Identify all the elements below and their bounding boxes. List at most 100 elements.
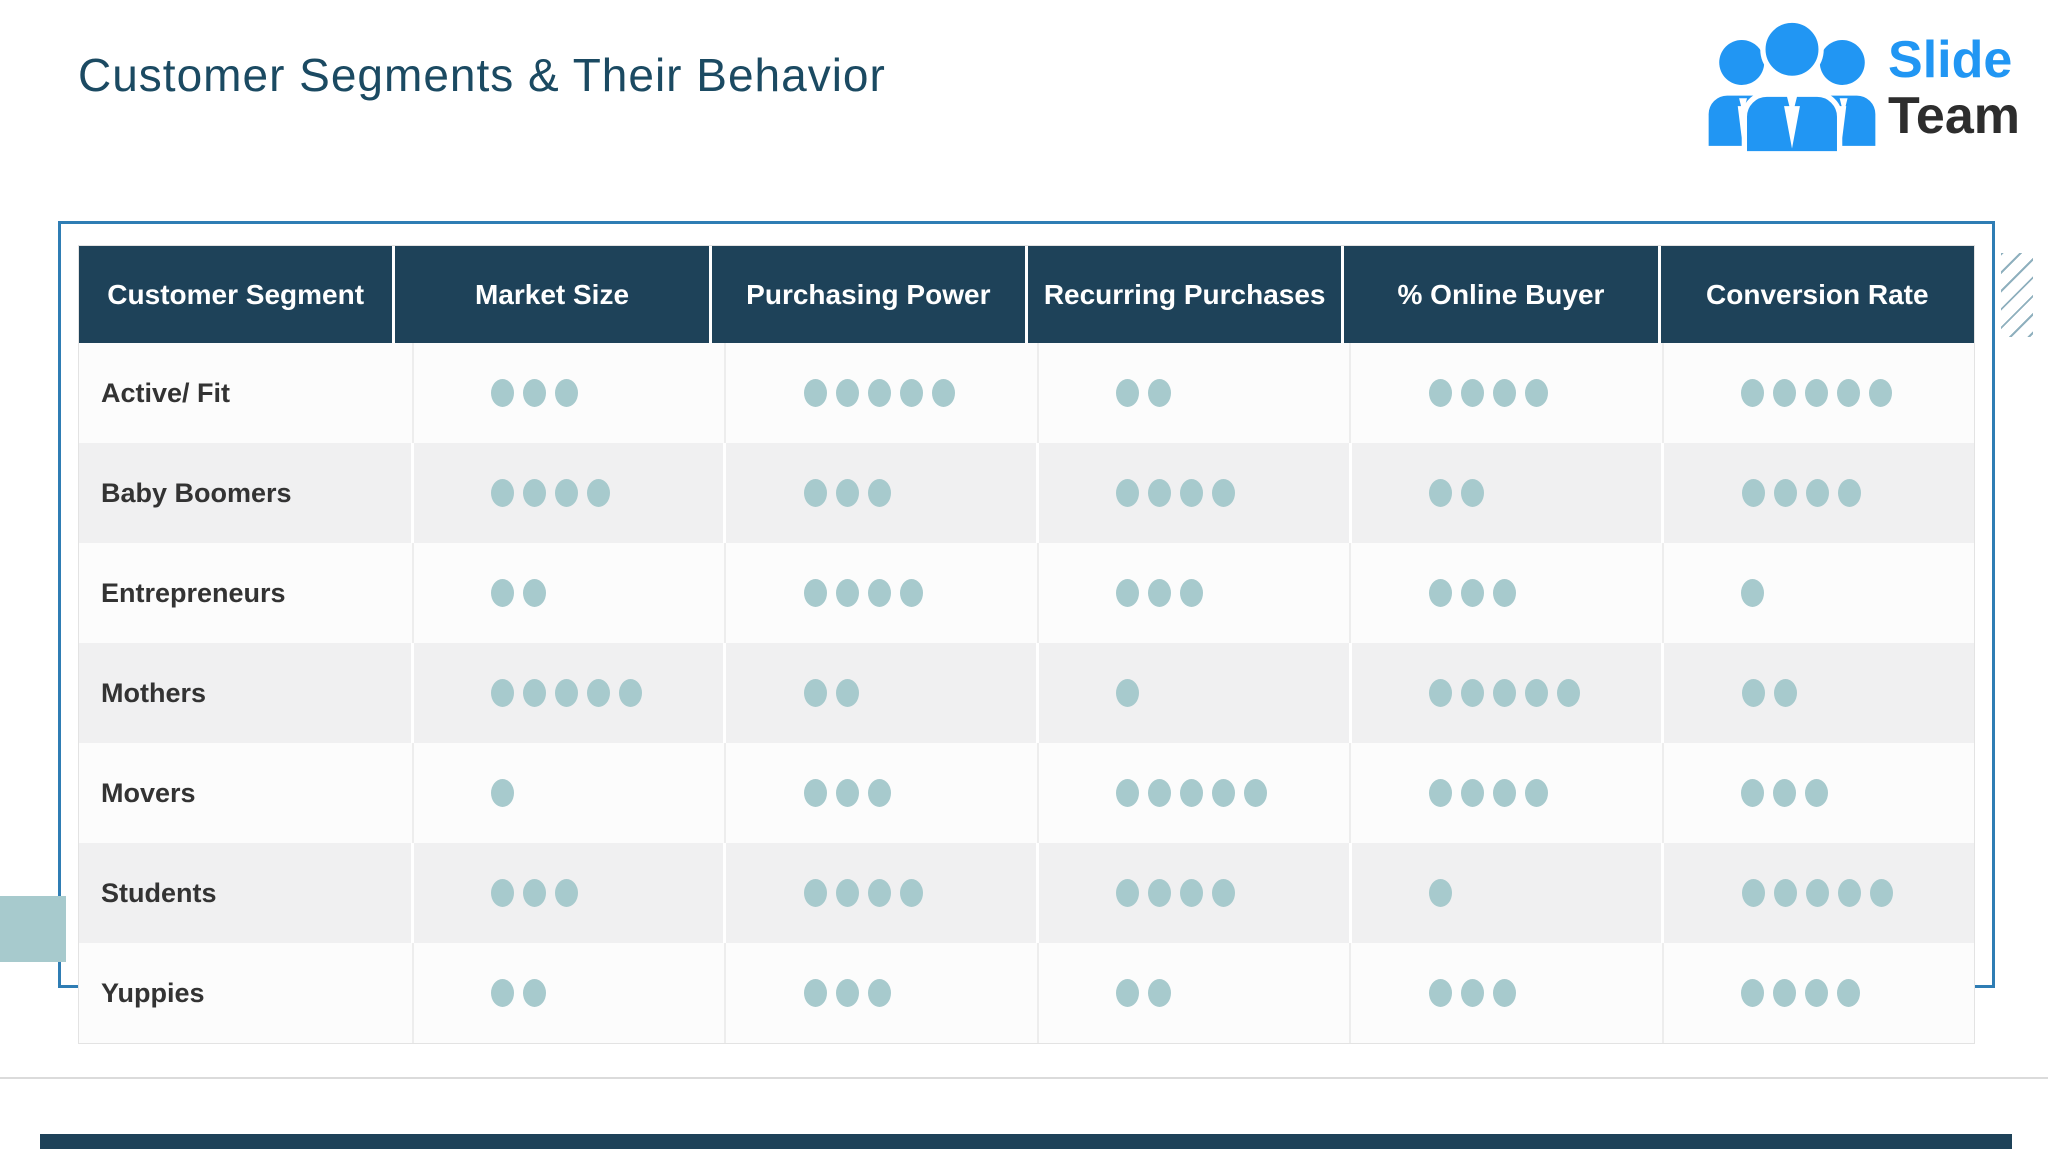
rating-dot <box>1429 679 1453 707</box>
rating-dot <box>1116 779 1140 807</box>
rating-dot <box>523 879 546 907</box>
hatch-decoration <box>2001 253 2033 337</box>
table-header-row: Customer Segment Market Size Purchasing … <box>79 246 1974 343</box>
table-row: Entrepreneurs <box>79 543 1974 643</box>
rating-cell <box>1039 343 1351 443</box>
rating-dot <box>1773 979 1797 1007</box>
col-header-online-buyer: % Online Buyer <box>1344 246 1661 343</box>
col-header-conversion-rate: Conversion Rate <box>1706 278 1929 310</box>
rating-dot <box>619 679 642 707</box>
rating-cell <box>1039 443 1352 543</box>
rating-dot <box>1741 379 1765 407</box>
rating-dot <box>1116 879 1140 907</box>
rating-cell <box>1664 943 1975 1043</box>
rating-dot <box>1869 879 1893 907</box>
rating-dot <box>1773 879 1797 907</box>
rating-dot <box>835 579 859 607</box>
rating-dot <box>1525 679 1549 707</box>
segments-table: Customer Segment Market Size Purchasing … <box>78 245 1975 1044</box>
rating-cell <box>1352 443 1665 543</box>
rating-cell <box>1664 543 1975 643</box>
logo-word-slide: Slide <box>1888 30 2013 89</box>
rating-cell <box>414 743 726 843</box>
rating-dot <box>931 379 955 407</box>
rating-dot <box>803 379 827 407</box>
rating-cell <box>414 343 726 443</box>
rating-dot <box>1116 679 1140 707</box>
table-row: Mothers <box>79 643 1974 743</box>
rating-dot <box>491 479 514 507</box>
rating-dot <box>587 679 610 707</box>
rating-dot <box>835 779 859 807</box>
rating-dot <box>523 379 547 407</box>
rating-dot <box>835 879 859 907</box>
rating-dot <box>867 379 891 407</box>
rating-cell <box>1039 843 1352 943</box>
rating-dot <box>1773 479 1797 507</box>
rating-dot <box>1805 879 1829 907</box>
rating-dot <box>1460 379 1484 407</box>
rating-dot <box>491 979 515 1007</box>
rating-dot <box>491 679 514 707</box>
rating-cell <box>1039 943 1351 1043</box>
rating-dot <box>1741 779 1765 807</box>
table-row: Baby Boomers <box>79 443 1974 543</box>
rating-dot <box>587 479 610 507</box>
rating-cell <box>1351 943 1664 1043</box>
rating-dot <box>1805 979 1829 1007</box>
rating-dot <box>491 379 515 407</box>
rating-dot <box>1460 779 1484 807</box>
rating-dot <box>1461 479 1485 507</box>
rating-dot <box>1148 779 1172 807</box>
rating-cell <box>726 343 1039 443</box>
rating-dot <box>1212 479 1236 507</box>
rating-dot <box>1773 679 1797 707</box>
segment-label: Yuppies <box>79 943 414 1043</box>
rating-dot <box>1837 479 1861 507</box>
rating-dot <box>491 779 515 807</box>
rating-dot <box>899 579 923 607</box>
rating-cell <box>414 943 726 1043</box>
rating-dot <box>1428 779 1452 807</box>
rating-dot <box>1773 779 1797 807</box>
page-title: Customer Segments & Their Behavior <box>78 49 886 101</box>
table-row: Active/ Fit <box>79 343 1974 443</box>
rating-dot <box>1805 379 1829 407</box>
rating-dot <box>1212 779 1236 807</box>
rating-cell <box>1664 743 1975 843</box>
rating-dot <box>1805 479 1829 507</box>
rating-dot <box>1837 879 1861 907</box>
rating-dot <box>1524 779 1548 807</box>
rating-cell <box>726 643 1040 743</box>
rating-dot <box>555 379 579 407</box>
rating-dot <box>1429 479 1453 507</box>
rating-cell <box>414 543 726 643</box>
rating-dot <box>1741 579 1765 607</box>
rating-cell <box>726 743 1039 843</box>
rating-cell <box>1039 543 1351 643</box>
rating-dot <box>1741 979 1765 1007</box>
rating-dot <box>1116 379 1140 407</box>
rating-dot <box>1869 379 1893 407</box>
rating-dot <box>1116 979 1140 1007</box>
segment-label: Active/ Fit <box>79 343 414 443</box>
rating-dot <box>1148 379 1172 407</box>
rating-dot <box>1492 379 1516 407</box>
rating-dot <box>1557 679 1581 707</box>
rating-dot <box>555 879 578 907</box>
rating-cell <box>414 843 727 943</box>
rating-dot <box>1524 379 1548 407</box>
table-row: Movers <box>79 743 1974 843</box>
segment-label: Movers <box>79 743 414 843</box>
rating-dot <box>555 479 578 507</box>
rating-dot <box>867 479 891 507</box>
rating-dot <box>899 879 923 907</box>
rating-dot <box>1741 679 1765 707</box>
rating-dot <box>803 479 827 507</box>
rating-cell <box>1351 343 1664 443</box>
rating-dot <box>1148 479 1172 507</box>
logo-wordmark: Slide Team <box>1888 32 2020 144</box>
rating-dot <box>1180 579 1204 607</box>
rating-dot <box>1212 879 1236 907</box>
